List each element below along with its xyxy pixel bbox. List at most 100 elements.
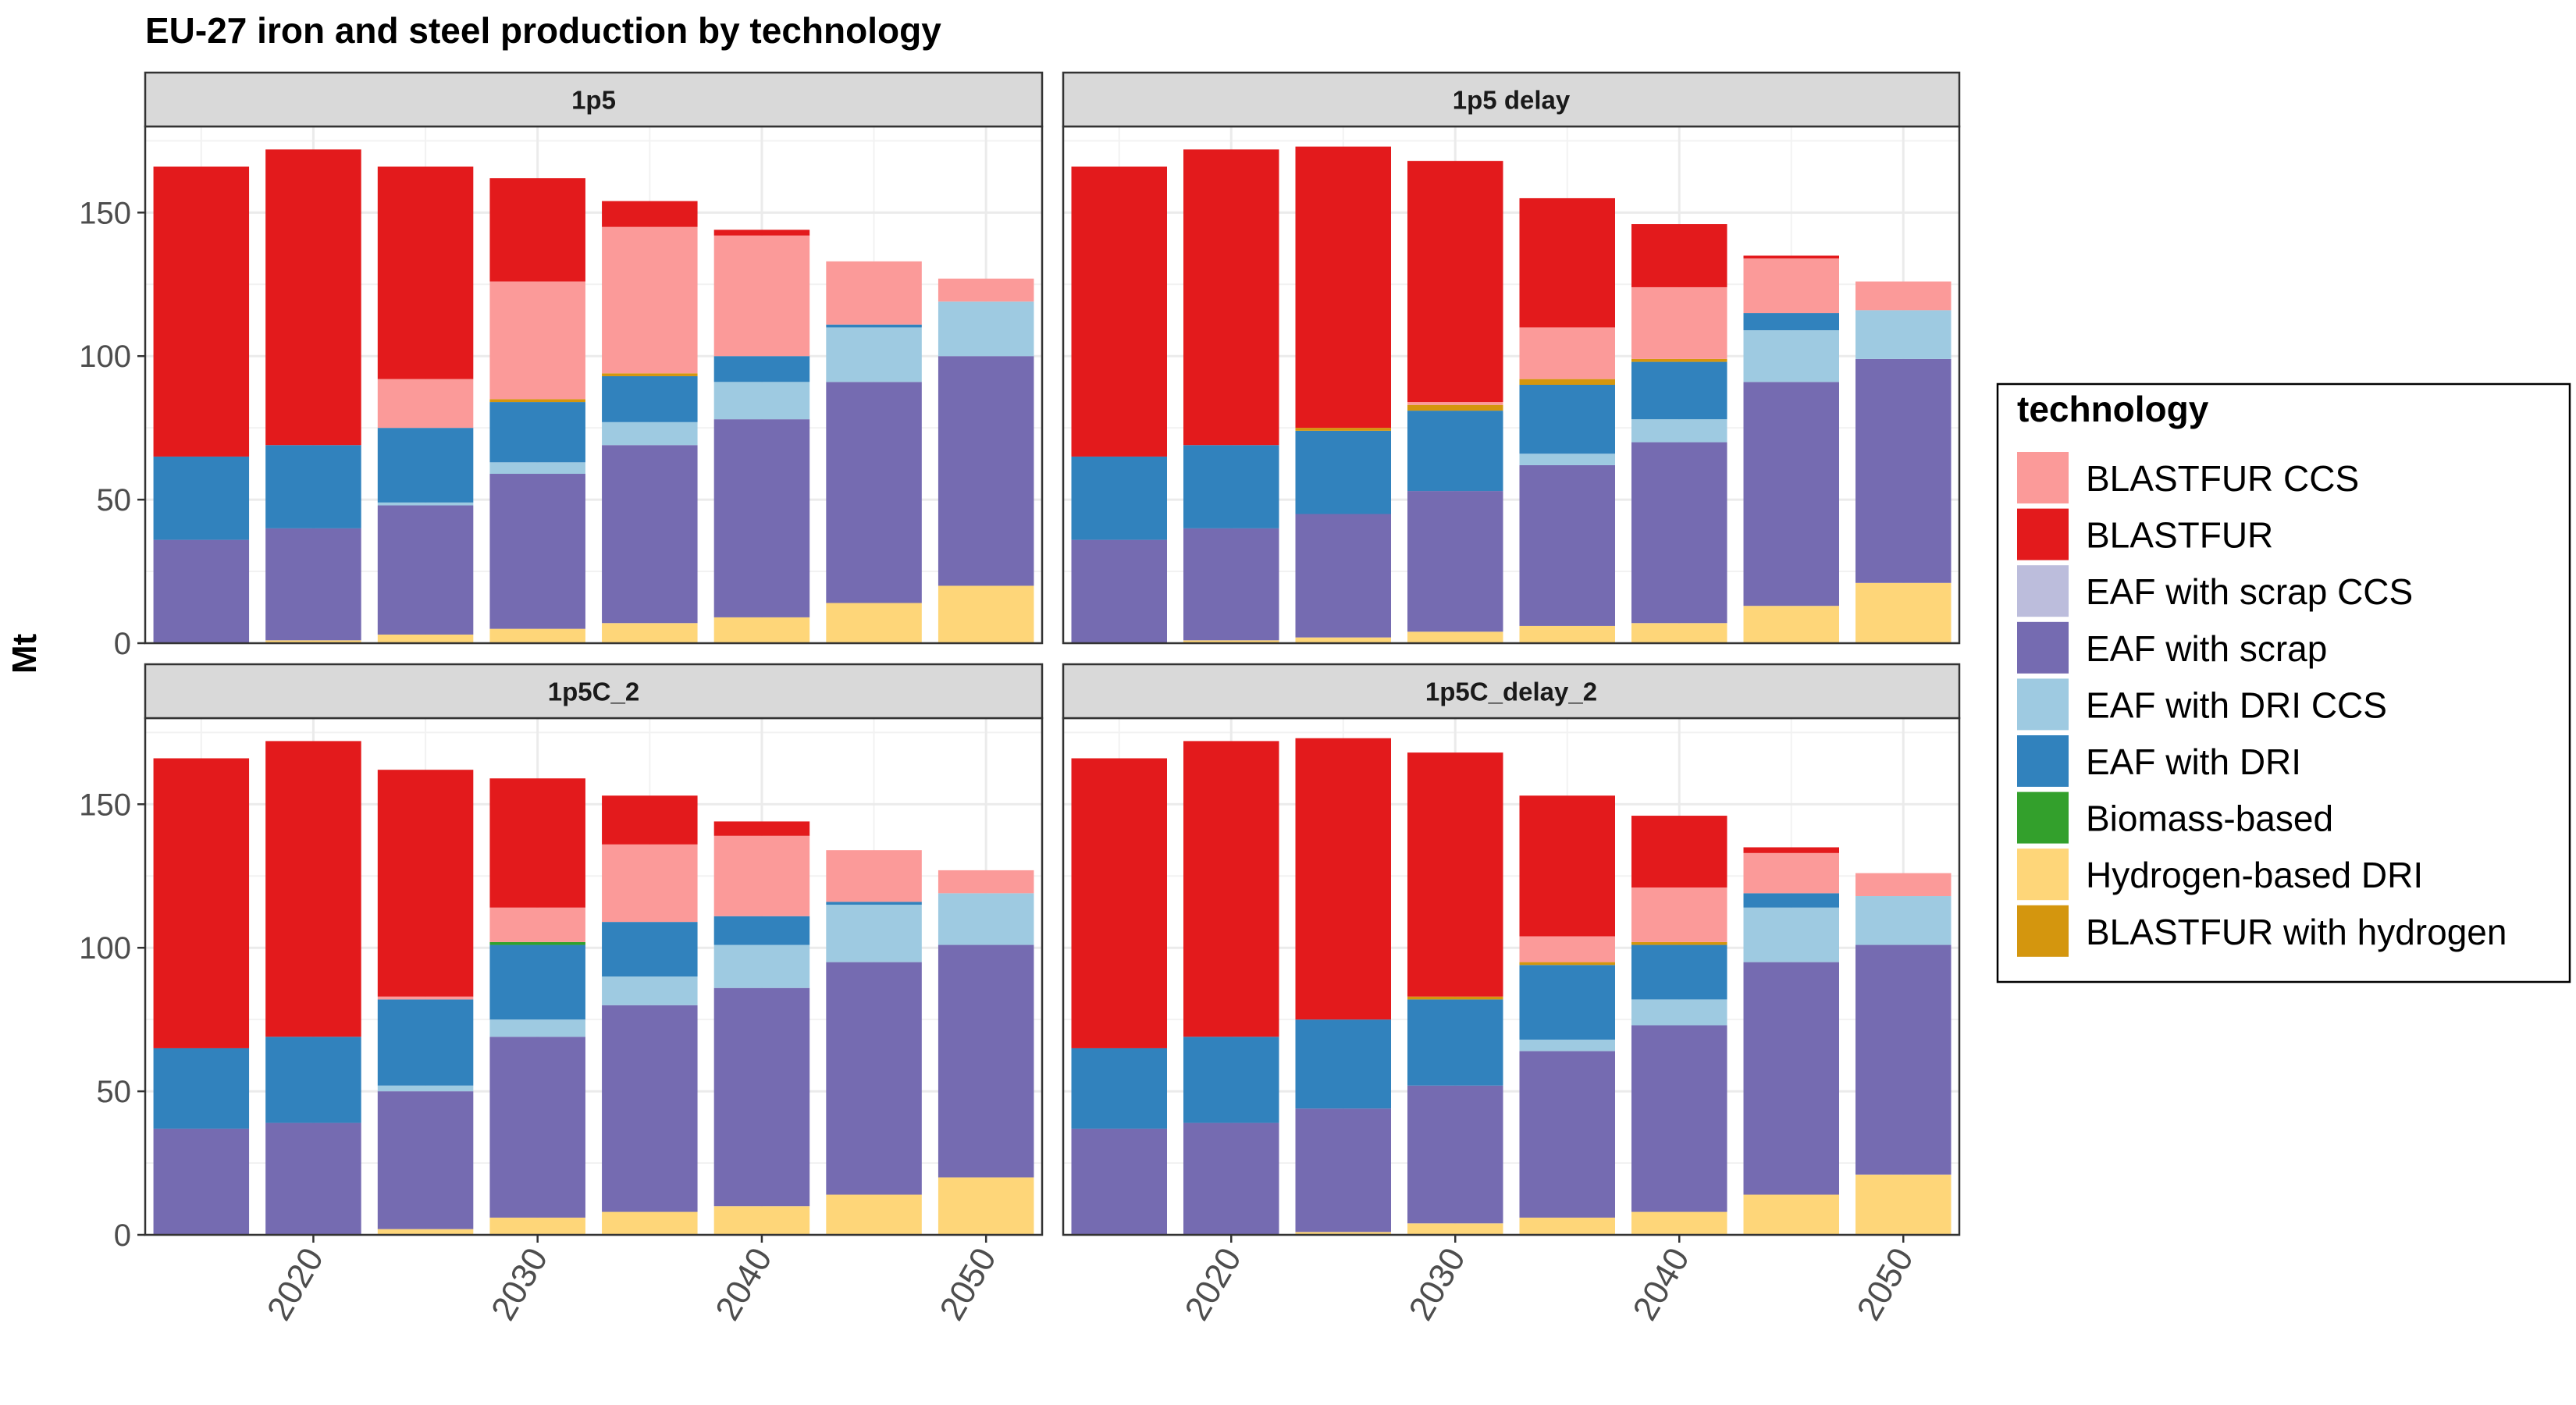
bar-segment-blastfur (602, 795, 698, 845)
bar-segment-blastfur-ccs (1519, 936, 1615, 962)
bar-segment-eaf-with-dri-ccs (489, 462, 585, 475)
facet-strip (1062, 663, 1961, 720)
bar-segment-eaf-with-scrap (1295, 514, 1391, 638)
bar-segment-blastfur-ccs (1519, 327, 1615, 379)
bar-segment-eaf-with-dri (1631, 361, 1727, 420)
bar-segment-eaf-with-scrap (1407, 1085, 1503, 1224)
legend-key (2017, 905, 2069, 957)
legend-label: BLASTFUR with hydrogen (2086, 912, 2507, 952)
panel-1p5: 1p5 0 50 100 150 (79, 71, 1044, 661)
bar-segment-eaf-with-dri (1519, 965, 1615, 1040)
facet-strip-label: 1p5 (571, 86, 616, 115)
bar-segment-blastfur (713, 229, 810, 236)
legend-item-eaf-with-dri-ccs: EAF with DRI CCS (2017, 678, 2387, 731)
bar-segment-eaf-with-dri (1295, 430, 1391, 514)
bar-segment-eaf-with-scrap (826, 382, 922, 603)
bar-segment-hydrogen-based-dri (938, 1177, 1034, 1235)
bar-segment-eaf-with-scrap (153, 1128, 250, 1235)
bar-segment-biomass-based (489, 941, 585, 945)
bar-segment-eaf-with-scrap (1295, 1108, 1391, 1232)
bar-segment-eaf-with-dri (602, 922, 698, 976)
bar-segment-hydrogen-based-dri (1295, 1232, 1391, 1235)
bar-segment-hydrogen-based-dri (826, 1194, 922, 1235)
bar-segment-hydrogen-based-dri (1407, 631, 1503, 643)
bar-segment-hydrogen-based-dri (1856, 582, 1952, 643)
bar-segment-eaf-with-scrap (153, 539, 250, 643)
bar-segment-eaf-with-dri (1407, 999, 1503, 1086)
bar-segment-eaf-with-scrap (1631, 1025, 1727, 1212)
bar-segment-hydrogen-based-dri (1519, 1217, 1615, 1235)
bar-segment-eaf-with-dri (265, 1037, 361, 1123)
bar-segment-eaf-with-dri-ccs (938, 893, 1034, 945)
bar-segment-hydrogen-based-dri (489, 628, 585, 643)
bar-segment-eaf-with-dri (1295, 1019, 1391, 1109)
bar-segment-eaf-with-dri-ccs (1519, 1039, 1615, 1051)
bar-segment-eaf-with-dri-ccs (938, 301, 1034, 357)
bar-segment-blastfur-ccs (938, 870, 1034, 894)
bar-segment-blastfur-with-hydrogen (489, 399, 585, 403)
bar-segment-hydrogen-based-dri (1631, 623, 1727, 643)
chart-title: EU-27 iron and steel production by techn… (145, 10, 941, 51)
legend-key (2017, 508, 2069, 560)
facet-strip-label: 1p5 delay (1453, 86, 1571, 115)
bar-segment-eaf-with-dri (265, 445, 361, 528)
bar-segment-blastfur-ccs (602, 226, 698, 374)
bar-segment-hydrogen-based-dri (377, 1229, 474, 1235)
bar-segment-blastfur-ccs (489, 907, 585, 942)
bar-segment-eaf-with-dri-ccs (826, 327, 922, 382)
bar-segment-blastfur-with-hydrogen (1631, 358, 1727, 362)
panel-1p5-delay: 1p5 delay (1062, 71, 1961, 645)
bar-segment-blastfur (1407, 161, 1503, 403)
bar-segment-blastfur (1295, 738, 1391, 1020)
bar-segment-eaf-with-dri (489, 944, 585, 1020)
bar-segment-eaf-with-dri-ccs (713, 944, 810, 988)
bar-segment-eaf-with-dri (602, 375, 698, 422)
bar-segment-blastfur-with-hydrogen (602, 373, 698, 376)
bar-segment-blastfur (377, 770, 474, 997)
facet-strip (144, 71, 1044, 128)
bar-segment-eaf-with-dri (1743, 313, 1839, 331)
bar-segment-blastfur (489, 778, 585, 908)
bar-segment-eaf-with-scrap (1631, 442, 1727, 624)
bar-segment-hydrogen-based-dri (602, 623, 698, 643)
x-tick-label: 2020 (260, 1242, 331, 1327)
bar-segment-eaf-with-dri-ccs (1631, 419, 1727, 443)
bar-segment-eaf-with-dri-ccs (377, 502, 474, 506)
legend-item-blastfur-ccs: BLASTFUR CCS (2017, 452, 2359, 503)
bar-segment-eaf-with-scrap (938, 356, 1034, 586)
bar-segment-blastfur-ccs (1743, 258, 1839, 314)
bar-segment-eaf-with-dri (713, 356, 810, 382)
y-tick-label: 50 (97, 1075, 132, 1109)
bar-segment-hydrogen-based-dri (1519, 625, 1615, 643)
bar-segment-eaf-with-scrap (1856, 358, 1952, 583)
bar-segment-blastfur-ccs (826, 850, 922, 902)
bar-segment-eaf-with-dri-ccs (489, 1019, 585, 1037)
bar-segment-eaf-with-dri (377, 999, 474, 1086)
legend-item-eaf-with-dri: EAF with DRI (2017, 735, 2301, 787)
bar-segment-hydrogen-based-dri (1743, 606, 1839, 643)
bar-segment-eaf-with-scrap (1183, 1122, 1279, 1235)
facet-strip (1062, 71, 1961, 128)
bar-segment-eaf-with-dri-ccs (602, 976, 698, 1005)
bar-segment-hydrogen-based-dri (1407, 1223, 1503, 1235)
legend-key (2017, 848, 2069, 901)
legend-item-blastfur-with-hydrogen: BLASTFUR with hydrogen (2017, 905, 2507, 957)
x-tick-label: 2030 (484, 1242, 555, 1327)
bar-segment-hydrogen-based-dri (377, 634, 474, 643)
legend-item-hydrogen-based-dri: Hydrogen-based DRI (2017, 848, 2423, 901)
bar-segment-eaf-with-scrap (1071, 1128, 1167, 1235)
bar-segment-hydrogen-based-dri (713, 617, 810, 643)
bar-segment-eaf-with-scrap (265, 528, 361, 641)
bar-segment-blastfur (1407, 752, 1503, 997)
bar-segment-blastfur (153, 166, 250, 457)
bar-segment-blastfur (1183, 741, 1279, 1037)
bar-segment-hydrogen-based-dri (1295, 637, 1391, 643)
bar-segment-blastfur-with-hydrogen (1519, 379, 1615, 385)
bar-segment-eaf-with-dri-ccs (826, 905, 922, 962)
bar-segment-blastfur (1631, 224, 1727, 287)
panel-1p5c-delay-2: 1p5C_delay_2 2020 2030 2040 2050 (1062, 663, 1961, 1327)
x-tick-label: 2050 (1850, 1242, 1921, 1327)
legend: technology BLASTFUR CCS BLASTFUR EAF with s… (1996, 382, 2571, 984)
legend-label: Hydrogen-based DRI (2086, 855, 2423, 895)
bar-segment-eaf-with-scrap (1519, 1051, 1615, 1218)
